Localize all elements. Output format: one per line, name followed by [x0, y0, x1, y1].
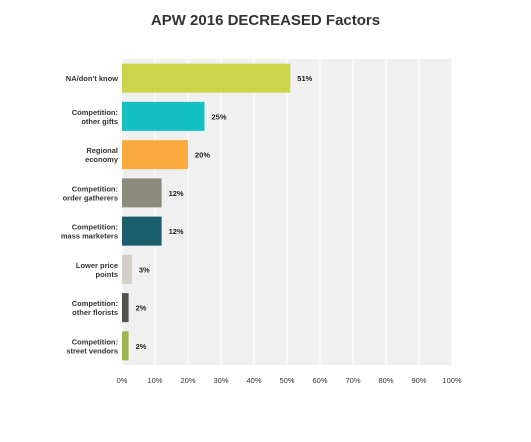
- category-label-line: Competition:: [72, 337, 118, 346]
- x-tick-label: 90%: [411, 376, 426, 385]
- category-label-line: Lower price: [76, 261, 118, 270]
- bar: [122, 216, 162, 246]
- value-label: 3%: [139, 265, 150, 274]
- category-label: Competition: order gatherers: [63, 184, 118, 202]
- x-tick-label: 30%: [213, 376, 228, 385]
- category-label: NA/don't know: [66, 74, 118, 83]
- bar: [122, 254, 132, 284]
- category-label: Competition: mass marketers: [61, 223, 118, 241]
- x-tick-label: 20%: [180, 376, 195, 385]
- category-label-line: NA/don't know: [66, 74, 118, 83]
- category-label-line: points: [96, 270, 119, 279]
- category-label-line: Competition:: [72, 299, 118, 308]
- category-label-line: economy: [85, 155, 119, 164]
- x-tick-label: 40%: [246, 376, 261, 385]
- bar: [122, 101, 205, 131]
- value-label: 51%: [297, 74, 312, 83]
- bar: [122, 178, 162, 208]
- bar: [122, 140, 188, 170]
- category-label-line: other gifts: [81, 117, 118, 126]
- x-tick-label: 50%: [279, 376, 294, 385]
- bar: [122, 63, 291, 93]
- bar: [122, 293, 129, 323]
- category-label-line: Competition:: [72, 223, 118, 232]
- category-label-line: Regional: [86, 146, 118, 155]
- bars: [122, 63, 291, 361]
- category-label: Competition: other florists: [72, 299, 118, 317]
- value-label: 2%: [136, 304, 147, 313]
- value-label: 12%: [169, 189, 184, 198]
- category-label-line: street vendors: [66, 346, 118, 355]
- x-tick-label: 10%: [147, 376, 162, 385]
- bar: [122, 331, 129, 361]
- category-label-line: Competition:: [72, 184, 118, 193]
- value-label: 2%: [136, 342, 147, 351]
- value-label: 25%: [212, 112, 227, 121]
- category-label-line: order gatherers: [63, 193, 118, 202]
- labels: 0% 10% 20% 30% 40% 50% 60% 70% 80% 90% 100% 51% NA/d…: [61, 74, 462, 385]
- category-label-line: mass marketers: [61, 232, 118, 241]
- x-tick-label: 0%: [117, 376, 128, 385]
- chart-title: APW 2016 DECREASED Factors: [150, 12, 381, 29]
- category-label-line: other florists: [72, 308, 118, 317]
- category-label: Competition: other gifts: [72, 108, 118, 126]
- category-label: Lower price points: [76, 261, 118, 279]
- x-tick-label: 60%: [312, 376, 327, 385]
- x-tick-label: 70%: [345, 376, 360, 385]
- value-label: 12%: [169, 227, 184, 236]
- category-label: Competition: street vendors: [66, 337, 118, 355]
- category-label: Regional economy: [85, 146, 119, 164]
- x-tick-label: 80%: [378, 376, 393, 385]
- category-label-line: Competition:: [72, 108, 118, 117]
- x-tick-label: 100%: [442, 376, 462, 385]
- value-label: 20%: [195, 151, 210, 160]
